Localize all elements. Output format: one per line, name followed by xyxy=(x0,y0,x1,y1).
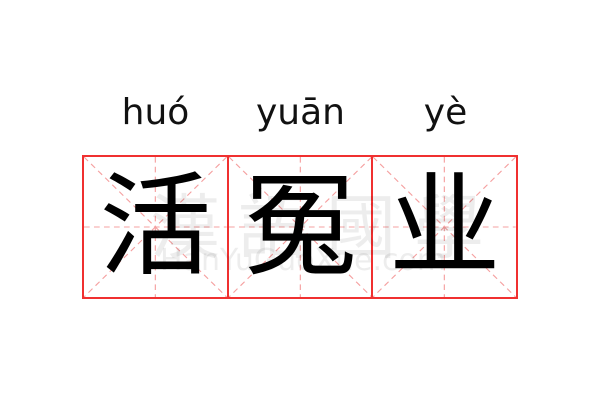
pinyin-1: huó xyxy=(121,92,190,133)
character-cell-3: 业 xyxy=(371,157,517,297)
guide-lines xyxy=(84,157,227,297)
pinyin-2: yuān xyxy=(256,92,345,133)
character: 业 xyxy=(388,162,501,292)
character-cell-2: 冤 xyxy=(226,157,372,297)
pinyin-3: yè xyxy=(423,92,468,133)
guide-lines xyxy=(228,157,372,297)
character-cell-1: 活 xyxy=(84,157,227,297)
guide-lines xyxy=(373,157,517,297)
character-grid: 活 冤 业 xyxy=(82,155,518,299)
character: 活 xyxy=(99,162,212,292)
character: 冤 xyxy=(244,162,356,292)
